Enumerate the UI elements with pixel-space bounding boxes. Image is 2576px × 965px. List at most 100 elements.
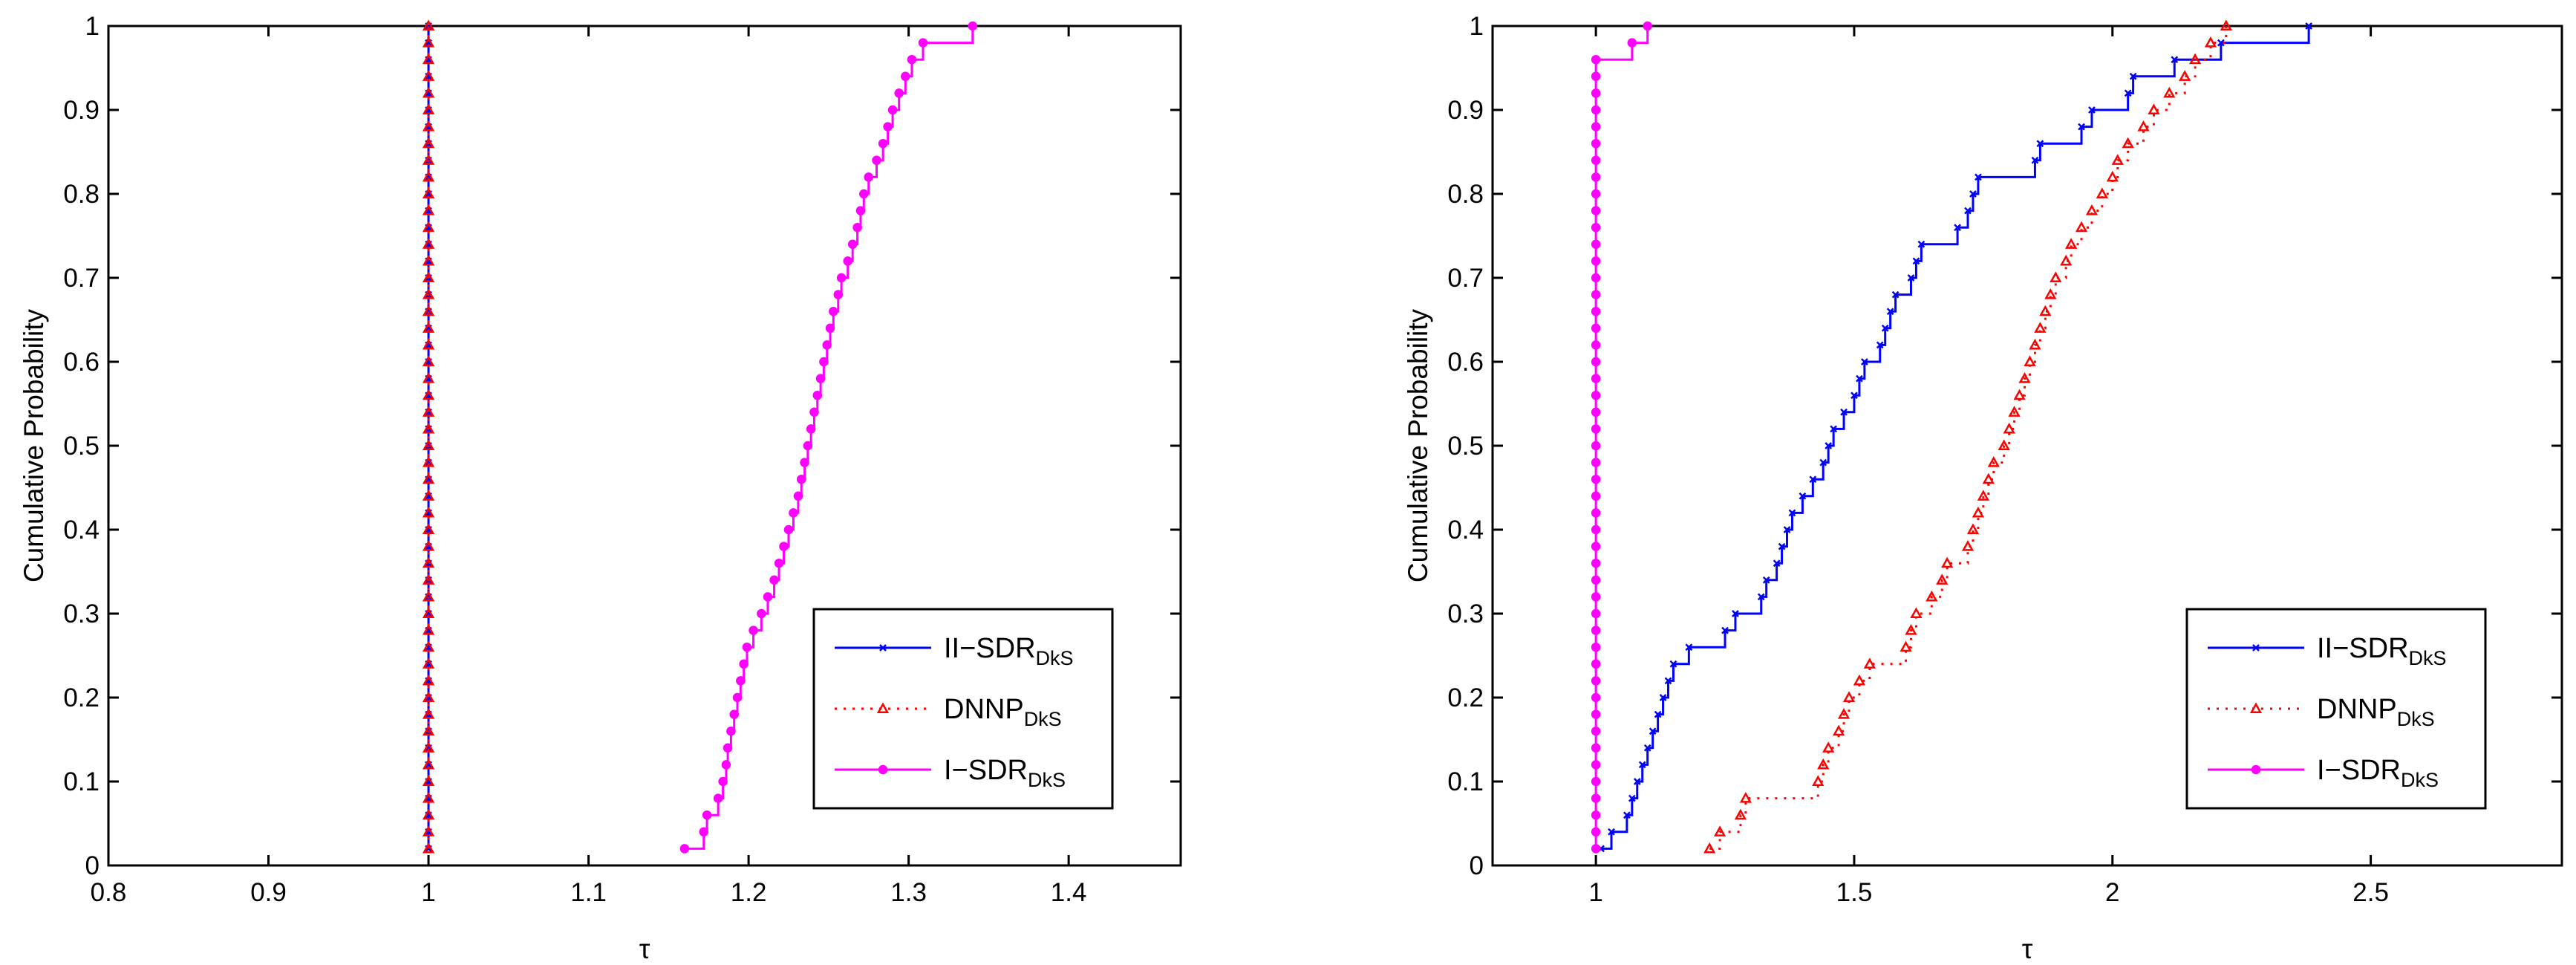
data-point (1982, 472, 1995, 484)
y-tick-label: 0.6 (1447, 348, 1484, 377)
x-tick-label: 1.2 (731, 878, 767, 907)
data-point (1591, 626, 1601, 635)
data-point (852, 222, 862, 233)
data-point (1964, 207, 1972, 215)
data-point (894, 88, 904, 98)
data-point (2179, 70, 2191, 81)
data-point (1817, 758, 1830, 770)
data-point (422, 574, 435, 585)
data-point (1832, 724, 1845, 736)
data-point (2029, 338, 2041, 350)
data-point (679, 844, 690, 854)
x-tick-label: 0.8 (91, 878, 127, 907)
data-point (713, 793, 723, 803)
data-point (1591, 542, 1601, 551)
x-tick-label: 1 (421, 878, 435, 907)
series-iisdr-0 (1597, 22, 2313, 853)
data-point (1907, 274, 1915, 282)
data-point (1591, 827, 1601, 837)
data-point (1809, 475, 1817, 484)
data-point (815, 374, 826, 383)
data-point (2078, 123, 2085, 131)
legend-subscript: DkS (2409, 647, 2447, 669)
data-point (422, 607, 435, 619)
data-point (1591, 844, 1601, 854)
data-point (1778, 542, 1786, 550)
data-point (422, 70, 435, 81)
data-point (422, 19, 435, 31)
data-point (2003, 422, 2015, 434)
y-tick-label: 0.2 (1447, 683, 1484, 712)
data-point (422, 389, 435, 400)
data-point (1664, 677, 1672, 685)
data-point (1591, 608, 1601, 619)
y-tick-label: 0 (85, 851, 100, 880)
data-point (2137, 120, 2150, 131)
series-line (1601, 26, 2310, 850)
data-point (1591, 155, 1601, 166)
data-point (1819, 458, 1827, 467)
data-point (422, 439, 435, 451)
x-tick-label: 1.5 (1836, 878, 1873, 907)
series-isdr-2 (1591, 21, 1652, 854)
y-tick-label: 1 (1470, 12, 1484, 41)
data-point (1591, 558, 1601, 568)
data-point (1591, 424, 1601, 434)
data-point (1591, 743, 1601, 753)
data-point (806, 424, 816, 434)
data-point (2031, 156, 2039, 164)
data-point (742, 642, 752, 652)
data-point (1591, 692, 1601, 703)
data-point (2075, 221, 2088, 233)
data-point (1905, 624, 1917, 635)
data-point (2148, 103, 2160, 115)
data-point (1591, 306, 1601, 316)
y-tick-label: 0.5 (63, 432, 100, 461)
data-point (2171, 56, 2179, 64)
x-tick-label: 0.9 (250, 878, 287, 907)
data-point (422, 170, 435, 182)
data-point (1628, 794, 1636, 802)
data-point (1608, 828, 1615, 836)
data-point (422, 204, 435, 215)
data-point (1591, 206, 1601, 215)
left-chart: 0 0.1 0.2 0.3 0.4 0.5 0.6 0.7 0.8 0.9 1 0.8 0.9 1 1.1 1… (19, 12, 1182, 964)
data-point (1734, 808, 1747, 820)
x-tick-label: 1.1 (570, 878, 607, 907)
data-point (1863, 657, 1876, 669)
legend-subscript: DkS (1036, 647, 1074, 669)
data-point (422, 137, 435, 149)
legend-subscript: DkS (2401, 769, 2439, 791)
legend-subscript: DkS (1028, 769, 1066, 791)
data-point (779, 542, 789, 551)
data-point (2305, 22, 2313, 30)
data-point (1591, 323, 1601, 334)
y-tick-label: 0.9 (63, 96, 100, 125)
data-point (422, 741, 435, 753)
series-dnnp-1 (1703, 19, 2232, 854)
y-tick-label: 0.8 (63, 180, 100, 209)
data-point (422, 556, 435, 568)
legend-marker (2251, 764, 2261, 775)
data-point (1654, 710, 1662, 718)
data-point (2013, 389, 2026, 400)
data-point (732, 692, 743, 703)
data-point (422, 657, 435, 669)
data-point (1783, 526, 1791, 533)
y-tick-label: 0.2 (63, 683, 100, 712)
data-point (789, 508, 798, 518)
data-point (1591, 357, 1601, 367)
data-point (2096, 187, 2108, 199)
data-point (422, 842, 435, 854)
data-point (774, 558, 784, 568)
data-point (1591, 508, 1601, 518)
data-point (825, 323, 835, 334)
data-point (2085, 204, 2099, 215)
y-tick-label: 0.3 (1447, 600, 1484, 628)
data-point (1591, 524, 1601, 535)
y-tick-label: 0.3 (63, 600, 100, 628)
data-point (793, 491, 803, 501)
data-point (422, 775, 435, 787)
data-point (2111, 154, 2124, 165)
data-point (699, 827, 708, 837)
